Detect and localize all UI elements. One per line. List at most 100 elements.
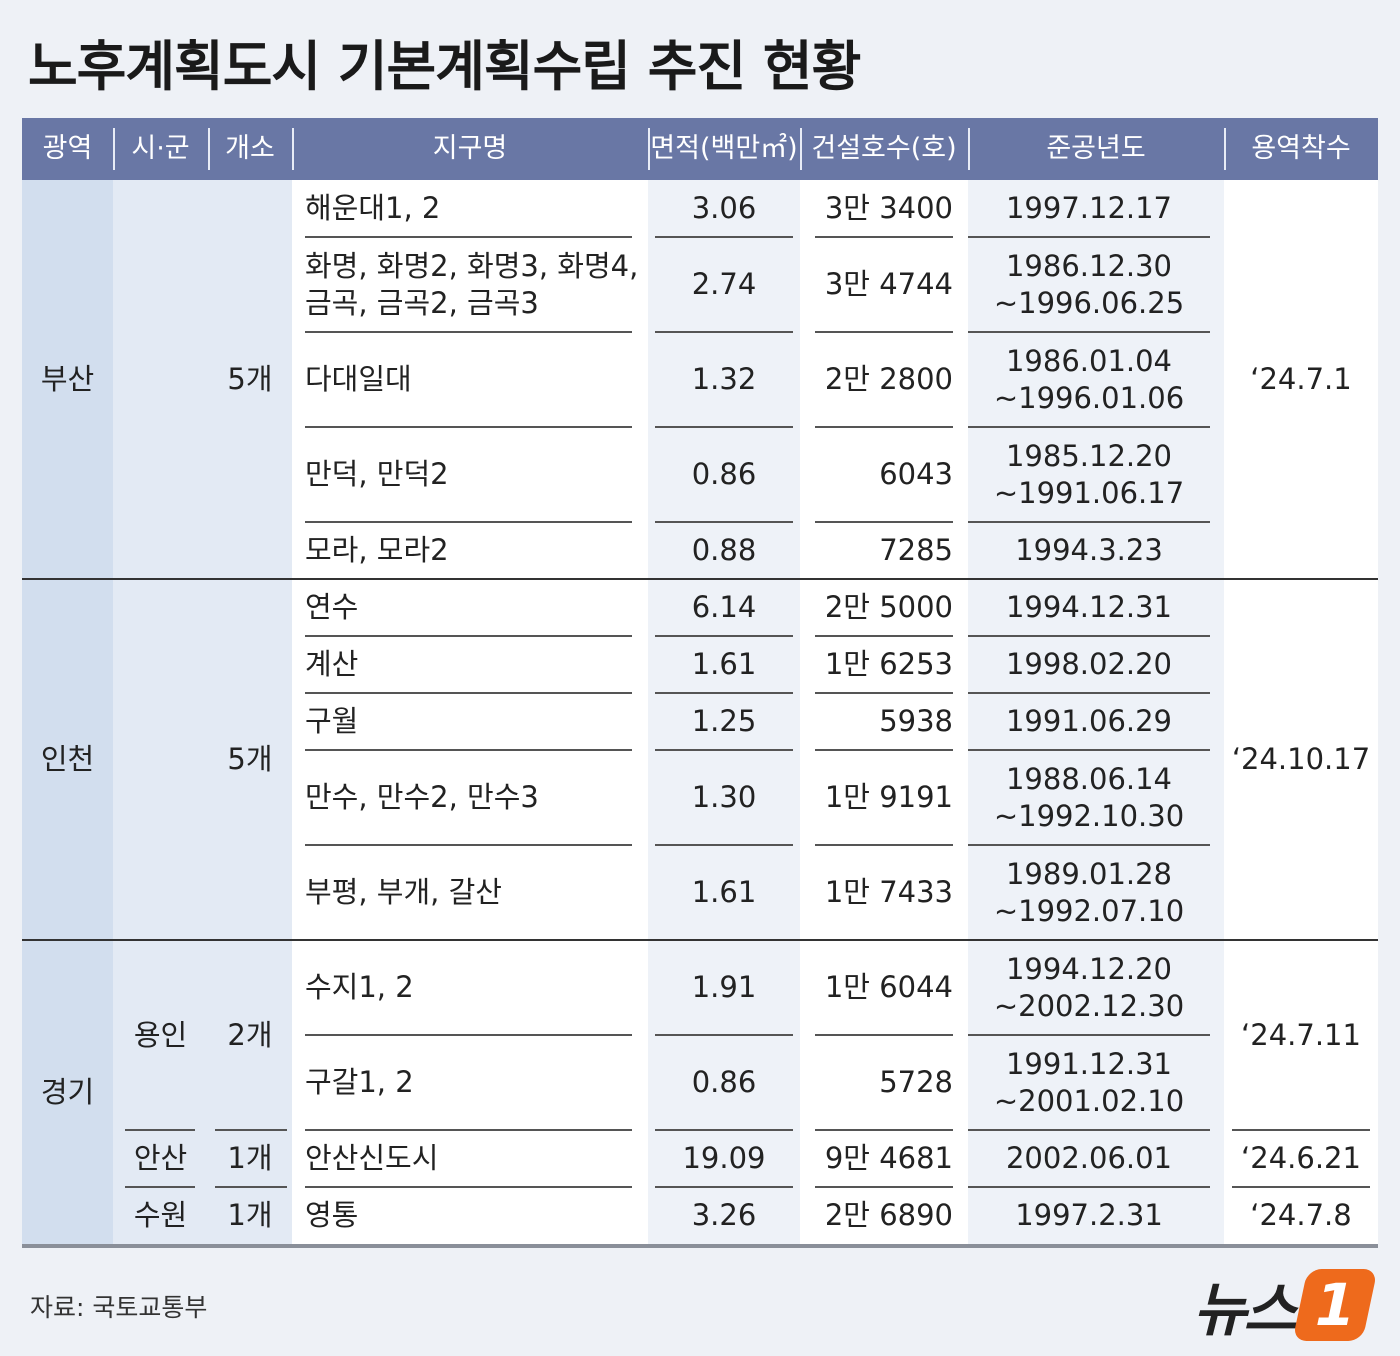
completed: 1986.12.30 ~1996.06.25: [993, 248, 1185, 320]
units: 2만 5000: [824, 590, 953, 624]
row-divider: [815, 426, 953, 428]
district-name: 해운대1, 2: [305, 191, 441, 225]
district-name: 수지1, 2: [305, 970, 414, 1004]
area: 19.09: [682, 1141, 766, 1175]
row-divider: [968, 236, 1210, 238]
row-divider: [815, 236, 953, 238]
units: 3만 3400: [824, 191, 953, 225]
row-divider: [968, 749, 1210, 751]
area: 3.26: [691, 1198, 757, 1232]
city-divider: [655, 1129, 793, 1131]
completed: 1994.12.20 ~2002.12.30: [993, 951, 1185, 1023]
header-cell: 준공년도: [1046, 133, 1146, 164]
district-name: 영통: [305, 1198, 359, 1232]
row-divider: [815, 1034, 953, 1036]
count: 1개: [227, 1141, 273, 1175]
district-name: 다대일대: [305, 362, 412, 396]
header-divider: [1224, 128, 1226, 170]
area: 0.86: [691, 1065, 757, 1099]
header-divider: [113, 128, 115, 170]
units: 7285: [879, 533, 953, 567]
area: 1.32: [691, 362, 757, 396]
row-divider: [815, 521, 953, 523]
row-divider: [655, 236, 793, 238]
start: ‘24.7.8: [1250, 1198, 1352, 1232]
header-divider: [292, 128, 294, 170]
row-divider: [655, 844, 793, 846]
city: 안산: [133, 1141, 188, 1175]
logo: 뉴스 1: [1193, 1265, 1378, 1345]
units: 1만 6253: [824, 647, 953, 681]
row-divider: [968, 426, 1210, 428]
area: 1.91: [691, 970, 757, 1004]
units: 5728: [879, 1065, 953, 1099]
start: ‘24.7.11: [1241, 1017, 1361, 1052]
district-name: 구월: [305, 704, 359, 738]
header-divider: [800, 128, 802, 170]
start: ‘24.6.21: [1241, 1141, 1361, 1175]
header-bar: [22, 118, 1378, 180]
area: 6.14: [691, 590, 757, 624]
row-divider: [968, 1034, 1210, 1036]
completed: 1991.12.31 ~2001.02.10: [993, 1046, 1185, 1118]
area: 3.06: [691, 191, 757, 225]
completed: 1997.12.17: [1005, 191, 1173, 225]
row-divider: [655, 426, 793, 428]
area: 0.86: [691, 457, 757, 491]
start: ‘24.7.1: [1250, 362, 1352, 396]
area: 1.61: [691, 875, 757, 909]
row-divider: [815, 749, 953, 751]
column-band: [292, 180, 648, 1244]
district-name: 만덕, 만덕2: [305, 457, 449, 491]
completed: 1985.12.20 ~1991.06.17: [993, 438, 1185, 510]
row-divider: [305, 1034, 632, 1036]
row-divider: [815, 635, 953, 637]
city-divider: [815, 1186, 953, 1188]
title: 노후계획도시 기본계획수립 추진 현황: [28, 35, 861, 98]
header-cell: 용역착수: [1251, 133, 1351, 164]
district-name: 모라, 모라2: [305, 533, 449, 567]
row-divider: [655, 749, 793, 751]
row-divider: [655, 635, 793, 637]
row-divider: [305, 521, 632, 523]
region-divider: [22, 939, 1378, 941]
area: 0.88: [691, 533, 757, 567]
area: 1.61: [691, 647, 757, 681]
district-name: 구갈1, 2: [305, 1065, 414, 1099]
row-divider: [305, 426, 632, 428]
completed: 1989.01.28 ~1992.07.10: [993, 856, 1185, 928]
row-divider: [655, 331, 793, 333]
district-name: 안산신도시: [305, 1141, 439, 1175]
column-band: [968, 180, 1224, 1244]
header-divider: [648, 128, 650, 170]
city: 수원: [133, 1198, 188, 1232]
completed: 1997.2.31: [1015, 1198, 1163, 1232]
row-divider: [968, 844, 1210, 846]
region: 경기: [40, 1074, 95, 1109]
column-band: [113, 180, 208, 1244]
row-divider: [655, 1034, 793, 1036]
units: 2만 2800: [824, 362, 953, 396]
units: 2만 6890: [824, 1198, 953, 1232]
count: 2개: [227, 1017, 273, 1052]
units: 9만 4681: [824, 1141, 953, 1175]
district-name: 연수: [305, 590, 359, 624]
completed: 1994.3.23: [1015, 533, 1163, 567]
column-band: [208, 180, 292, 1244]
row-divider: [815, 331, 953, 333]
row-divider: [815, 692, 953, 694]
region-divider: [22, 578, 1378, 580]
city-divider: [655, 1186, 793, 1188]
row-divider: [305, 236, 632, 238]
completed: 1988.06.14 ~1992.10.30: [993, 761, 1185, 833]
row-divider: [305, 844, 632, 846]
completed: 1998.02.20: [1005, 647, 1173, 681]
column-band: [648, 180, 800, 1244]
row-divider: [815, 844, 953, 846]
logo-text: 뉴스: [1193, 1276, 1297, 1344]
city-divider: [968, 1186, 1210, 1188]
row-divider: [305, 749, 632, 751]
city-divider: [968, 1129, 1210, 1131]
start: ‘24.10.17: [1231, 742, 1371, 776]
